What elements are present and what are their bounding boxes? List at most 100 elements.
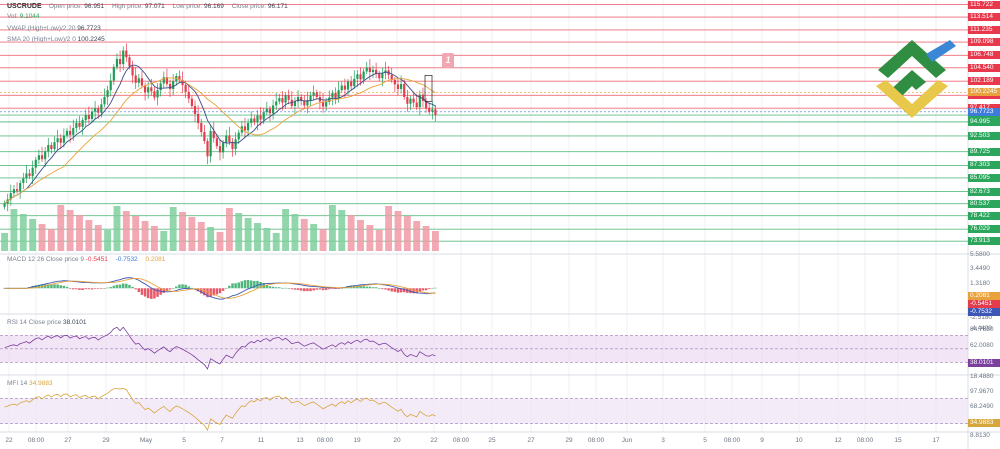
macd-histogram-bar bbox=[72, 288, 75, 290]
candle-body bbox=[153, 91, 156, 98]
mfi-value-badge: 34.9883 bbox=[968, 419, 1000, 427]
macd-histogram-bar bbox=[434, 287, 437, 289]
macd-histogram-bar bbox=[368, 286, 372, 289]
rsi-legend[interactable]: RSI 14 Close price 38.0101 bbox=[7, 319, 93, 326]
macd-histogram-bar bbox=[140, 288, 144, 295]
price-level-label: 78.422 bbox=[968, 211, 1000, 220]
macd-histogram-bar bbox=[196, 288, 200, 292]
macd-histogram-bar bbox=[243, 280, 247, 289]
price-badge-label: 96.7723 bbox=[968, 107, 1000, 116]
macd-value-2: -0.7532 bbox=[115, 256, 138, 263]
macd-histogram-bar bbox=[175, 286, 178, 289]
volume-bar bbox=[432, 231, 439, 251]
time-axis-label: 5 bbox=[703, 437, 707, 444]
mfi-legend[interactable]: MFI 14 34.9883 bbox=[7, 380, 59, 387]
macd-histogram-bar bbox=[306, 288, 309, 292]
candle-body bbox=[134, 75, 137, 83]
macd-histogram-bar bbox=[143, 288, 147, 297]
volume-bar bbox=[104, 230, 112, 251]
volume-bar bbox=[347, 215, 355, 251]
candle-body bbox=[187, 91, 190, 99]
candle-body bbox=[168, 83, 172, 90]
macd-histogram-bar bbox=[278, 287, 281, 289]
candle-body bbox=[231, 142, 234, 150]
macd-histogram-bar bbox=[427, 288, 431, 290]
candle-body bbox=[53, 142, 56, 150]
macd-histogram-bar bbox=[387, 288, 390, 291]
rsi-value-badge: 38.0101 bbox=[968, 359, 1000, 367]
macd-histogram-bar bbox=[62, 285, 66, 289]
macd-axis-label: -2.5180 bbox=[970, 314, 993, 321]
mfi-value: 34.9883 bbox=[29, 380, 53, 387]
volume-bar bbox=[394, 211, 402, 251]
ohlc-legend: USCRUDE Open price: 96.951 High price: 9… bbox=[7, 3, 294, 10]
annotation-marker[interactable]: 1 bbox=[442, 53, 454, 68]
macd-histogram-bar bbox=[402, 288, 406, 293]
candle-body bbox=[159, 83, 162, 91]
candle-body bbox=[90, 111, 94, 120]
price-badge-label: 100.2245 bbox=[968, 88, 1000, 97]
macd-histogram-bar bbox=[50, 284, 53, 289]
candle-body bbox=[371, 69, 375, 73]
candle-body bbox=[293, 101, 297, 106]
price-level-label: 76.029 bbox=[968, 225, 1000, 234]
macd-histogram-bar bbox=[377, 288, 381, 289]
candle-body bbox=[156, 90, 159, 98]
macd-histogram-bar bbox=[203, 288, 206, 296]
time-axis-label: 08:00 bbox=[856, 437, 874, 444]
price-level-label: 104.540 bbox=[968, 63, 1000, 72]
volume-bar bbox=[169, 207, 177, 251]
time-axis-label: 08:00 bbox=[723, 437, 741, 444]
volume-bar bbox=[160, 231, 168, 251]
macd-histogram-bar bbox=[187, 286, 191, 289]
candle-body bbox=[31, 167, 34, 177]
volume-bar bbox=[422, 226, 430, 251]
candle-body bbox=[218, 146, 222, 153]
macd-histogram-bar bbox=[418, 288, 422, 292]
candle-body bbox=[228, 135, 231, 143]
macd-histogram-bar bbox=[162, 288, 166, 293]
candle-body bbox=[44, 151, 47, 160]
volume-label: Vol: bbox=[7, 13, 18, 20]
candle-body bbox=[343, 85, 346, 90]
candle-body bbox=[350, 81, 353, 87]
candle-body bbox=[412, 98, 415, 103]
macd-histogram-bar bbox=[315, 288, 319, 290]
volume-bar bbox=[310, 224, 318, 251]
candle-body bbox=[431, 109, 434, 112]
logo-chevron bbox=[878, 40, 946, 78]
close-label: Close price: bbox=[231, 3, 267, 10]
macd-histogram-bar bbox=[293, 288, 297, 290]
macd-histogram-bar bbox=[284, 287, 287, 289]
volume-bar bbox=[282, 209, 290, 251]
time-axis-label: 12 bbox=[834, 437, 842, 444]
vwap-legend[interactable]: VWAP (High+Low)/2 20 96.7723 bbox=[7, 25, 107, 32]
candle-body bbox=[78, 122, 81, 127]
sma-legend[interactable]: SMA 20 (High+Low)/2 0 100.2245 bbox=[7, 36, 111, 43]
candle-body bbox=[256, 115, 259, 123]
candle-body bbox=[59, 138, 62, 143]
macd-histogram-bar bbox=[150, 288, 153, 299]
candle-body bbox=[300, 96, 303, 101]
macd-legend[interactable]: MACD 12 26 Close price 9 -0.5451 -0.7532… bbox=[7, 256, 171, 263]
macd-histogram-bar bbox=[190, 287, 194, 289]
mfi-line bbox=[4, 388, 436, 432]
macd-histogram-bar bbox=[384, 288, 387, 290]
candle-body bbox=[147, 87, 150, 93]
time-axis-label: 10 bbox=[795, 437, 803, 444]
vwap-value: 96.7723 bbox=[77, 25, 101, 32]
price-level-label: 73.913 bbox=[968, 237, 1000, 246]
macd-histogram-bar bbox=[268, 286, 272, 289]
macd-histogram-bar bbox=[228, 285, 231, 289]
candle-body bbox=[143, 85, 147, 93]
candle-body bbox=[140, 78, 144, 86]
price-level-label: 109.098 bbox=[968, 38, 1000, 47]
candle-body bbox=[362, 71, 365, 80]
logo-chevron bbox=[926, 40, 956, 62]
candle-body bbox=[309, 95, 312, 101]
macd-histogram-bar bbox=[153, 288, 156, 299]
price-level-label: 92.503 bbox=[968, 131, 1000, 140]
candle-body bbox=[331, 92, 334, 98]
candle-body bbox=[393, 79, 396, 85]
